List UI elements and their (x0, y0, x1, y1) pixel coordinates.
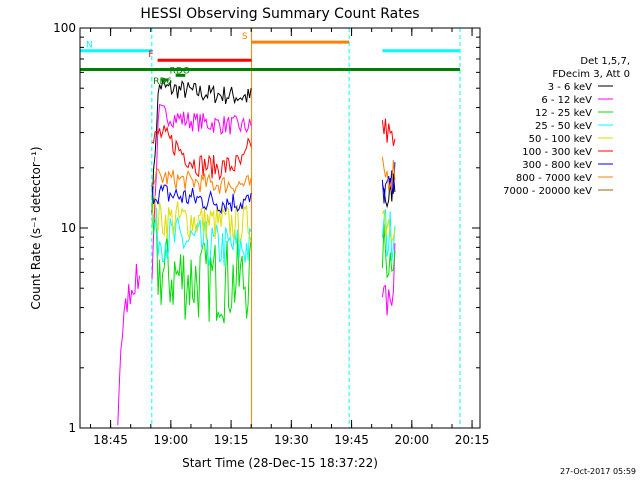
chart-series-layer (117, 79, 396, 426)
legend-label-6-12-kev: 6 - 12 keV (541, 95, 592, 106)
series-line-800-7000-kev-1 (381, 156, 396, 191)
y-tick-label-1: 10 (61, 221, 76, 235)
x-tick-label-4: 19:45 (334, 433, 369, 447)
footer-timestamp: 27-Oct-2017 05:59 (560, 467, 636, 476)
x-tick-label-2: 19:15 (214, 433, 249, 447)
series-line-300-800-kev-1 (381, 162, 396, 204)
legend-label-25-50-kev: 25 - 50 keV (535, 121, 592, 132)
series-line-50-100-kev-0 (151, 195, 252, 243)
x-axis-label: Start Time (28-Dec-15 18:37:22) (182, 456, 378, 470)
flag-label-s: S (242, 32, 248, 42)
y-axis-label: Count Rate (s⁻¹ detector⁻¹) (29, 146, 43, 309)
series-line-100-300-kev-0 (151, 125, 252, 181)
y-tick-label-0: 1 (68, 421, 76, 435)
series-line-800-7000-kev-0 (151, 168, 252, 195)
legend-label-800-7000-kev: 800 - 7000 keV (516, 173, 592, 184)
series-line-50-100-kev-1 (381, 209, 396, 243)
series-line-100-300-kev-1 (381, 118, 396, 147)
series-line-6-12-kev-1 (151, 103, 252, 280)
x-tick-label-5: 20:00 (395, 433, 430, 447)
chart-title: HESSI Observing Summary Count Rates (140, 6, 419, 22)
legend-label-12-25-kev: 12 - 25 keV (535, 108, 592, 119)
series-line-3-6-kev-0 (151, 79, 252, 216)
x-tick-label-1: 19:00 (154, 433, 189, 447)
chart-legend: Det 1,5,7, FDecim 3, Att 0 3 - 6 keV 6 - 12… (503, 56, 630, 197)
flag-label-n: N (86, 41, 93, 51)
chart-axes-layer: 18:45 19:00 19:15 19:30 19:45 20:00 20:15 1 10 10… (53, 21, 489, 447)
flag-label-f: F (148, 50, 153, 60)
legend-label-300-800-kev: 300 - 800 keV (522, 160, 592, 171)
series-line-300-800-kev-0 (151, 183, 252, 215)
series-line-12-25-kev-0 (151, 193, 252, 324)
legend-label-3-6-kev: 3 - 6 keV (548, 82, 592, 93)
flag-label-rdo: RDO (170, 66, 190, 76)
series-line-6-12-kev-2 (381, 243, 396, 316)
legend-label-7000-20000-kev: 7000 - 20000 keV (503, 186, 592, 197)
x-tick-label-3: 19:30 (274, 433, 309, 447)
legend-label-100-300-kev: 100 - 300 keV (522, 147, 592, 158)
series-line-6-12-kev-0 (117, 263, 140, 426)
flag-label-rd6: RD6 (153, 77, 172, 87)
legend-header-1: FDecim 3, Att 0 (552, 69, 630, 80)
series-line-12-25-kev-1 (381, 224, 396, 279)
x-tick-label-6: 20:15 (455, 433, 490, 447)
legend-label-50-100-kev: 50 - 100 keV (529, 134, 593, 145)
x-tick-label-0: 18:45 (93, 433, 128, 447)
y-tick-label-2: 100 (53, 21, 76, 35)
legend-header-0: Det 1,5,7, (580, 56, 630, 67)
